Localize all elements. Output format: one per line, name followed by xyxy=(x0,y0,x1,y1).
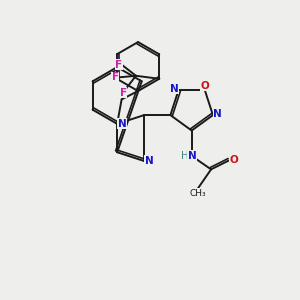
Text: F: F xyxy=(120,88,127,98)
Text: N: N xyxy=(145,156,154,166)
Text: CH₃: CH₃ xyxy=(190,189,207,198)
Text: N: N xyxy=(188,151,197,161)
Text: N: N xyxy=(213,109,222,118)
Text: N: N xyxy=(170,84,178,94)
Text: N: N xyxy=(118,119,127,129)
Text: F: F xyxy=(112,72,118,82)
Text: F: F xyxy=(116,60,122,70)
Text: O: O xyxy=(200,81,209,91)
Text: O: O xyxy=(229,155,238,165)
Text: H: H xyxy=(181,151,189,161)
